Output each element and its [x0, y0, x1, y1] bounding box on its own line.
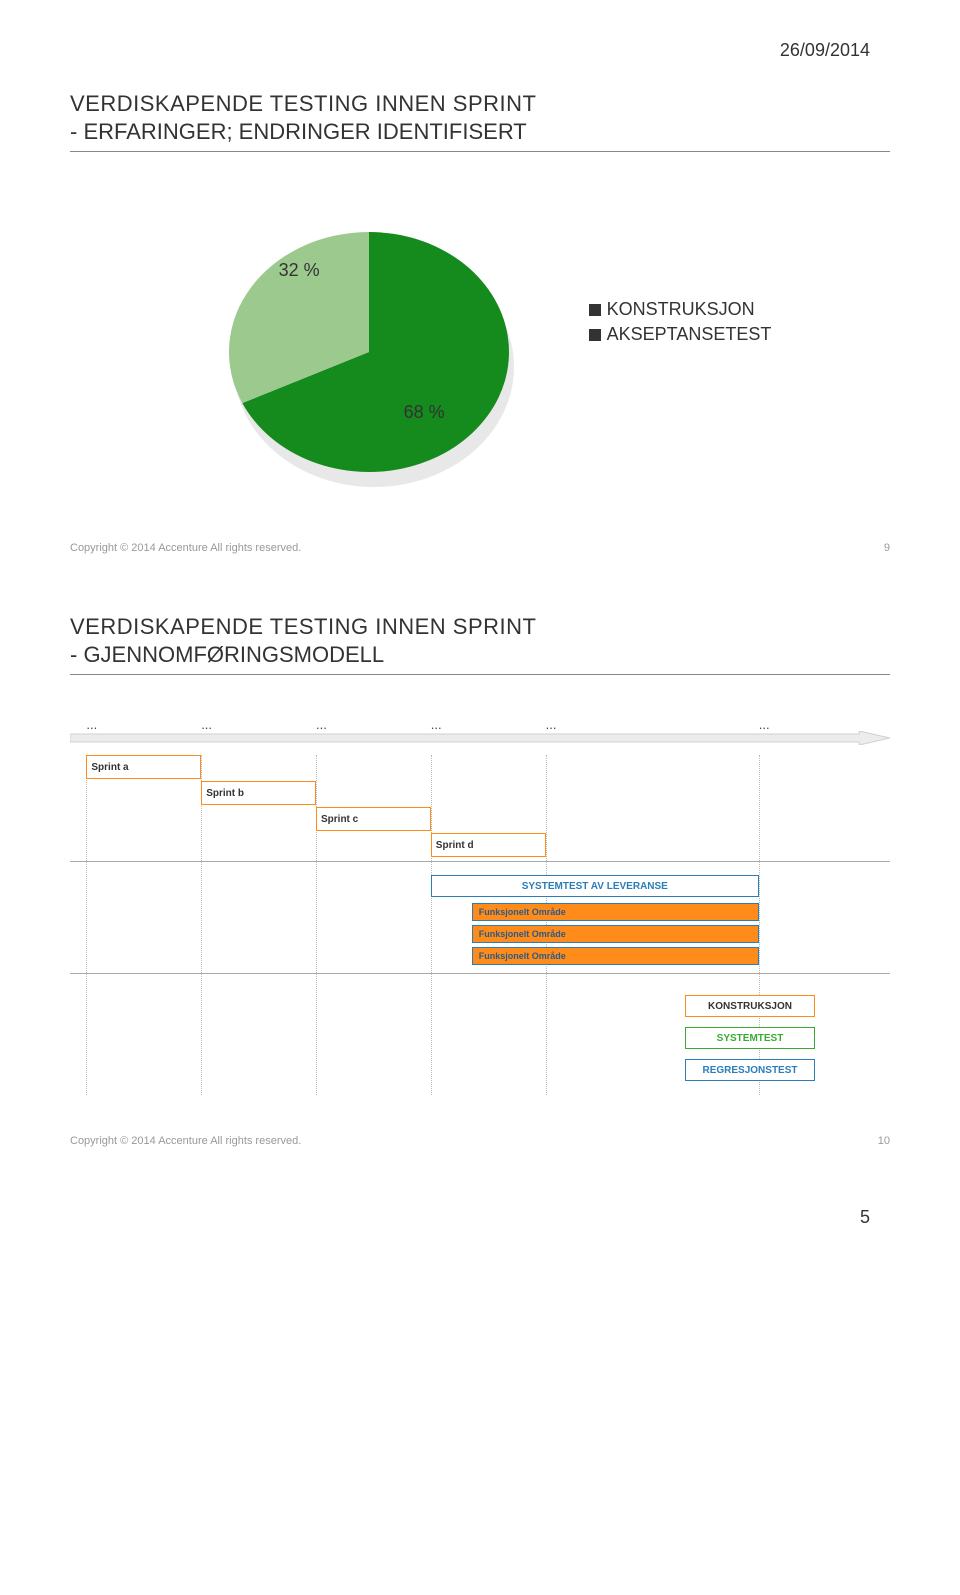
- title-underline: [70, 151, 890, 152]
- funksjonelt-box: Funksjonelt Område: [472, 903, 759, 921]
- sprint-box: Sprint a: [86, 755, 201, 779]
- timeline-marker: ...: [546, 717, 557, 732]
- timeline-marker: ...: [759, 717, 770, 732]
- pie-chart: 32 % 68 %: [189, 192, 529, 492]
- legend-label: KONSTRUKSJON: [607, 299, 755, 320]
- sprint-box: Sprint b: [201, 781, 316, 805]
- slide2-subtitle: - GJENNOMFØRINGSMODELL: [70, 642, 890, 668]
- slide-number: 10: [878, 1135, 890, 1147]
- systemtest-box: SYSTEMTEST AV LEVERANSE: [431, 875, 759, 897]
- timeline-arrow-icon: [70, 731, 890, 745]
- slide2-footer: Copyright © 2014 Accenture All rights re…: [70, 1135, 890, 1147]
- pie-svg: [189, 192, 529, 492]
- slide-number: 9: [884, 542, 890, 554]
- date-header: 26/09/2014: [70, 40, 890, 61]
- legend-label: AKSEPTANSETEST: [607, 324, 772, 345]
- legend-item-konstruksjon: KONSTRUKSJON: [589, 299, 772, 320]
- page-number: 5: [70, 1207, 890, 1228]
- slide2-title: VERDISKAPENDE TESTING INNEN SPRINT: [70, 614, 890, 640]
- gantt-chart: .................. Sprint aSprint bSprin…: [70, 715, 890, 1095]
- legend-marker: [589, 304, 601, 316]
- legend-item-akseptansetest: AKSEPTANSETEST: [589, 324, 772, 345]
- sprint-box: Sprint d: [431, 833, 546, 857]
- funksjonelt-box: Funksjonelt Område: [472, 925, 759, 943]
- copyright-text: Copyright © 2014 Accenture All rights re…: [70, 1135, 301, 1147]
- pie-label-32: 32 %: [279, 260, 320, 281]
- timeline-marker: ...: [431, 717, 442, 732]
- gantt-gridline: [86, 755, 87, 1095]
- pie-legend: KONSTRUKSJON AKSEPTANSETEST: [589, 299, 772, 345]
- gantt-gridline: [431, 755, 432, 1095]
- legend-marker: [589, 329, 601, 341]
- title-underline: [70, 674, 890, 675]
- gantt-legend-key: REGRESJONSTEST: [685, 1059, 815, 1081]
- slide1-title: VERDISKAPENDE TESTING INNEN SPRINT: [70, 91, 890, 117]
- slide1-subtitle: - ERFARINGER; ENDRINGER IDENTIFISERT: [70, 119, 890, 145]
- gantt-legend-key: KONSTRUKSJON: [685, 995, 815, 1017]
- gantt-hr: [70, 861, 890, 862]
- pie-label-68: 68 %: [404, 402, 445, 423]
- gantt-hr: [70, 973, 890, 974]
- funksjonelt-box: Funksjonelt Område: [472, 947, 759, 965]
- copyright-text: Copyright © 2014 Accenture All rights re…: [70, 542, 301, 554]
- sprint-box: Sprint c: [316, 807, 431, 831]
- slide-2: VERDISKAPENDE TESTING INNEN SPRINT - GJE…: [70, 614, 890, 1147]
- page: 26/09/2014 VERDISKAPENDE TESTING INNEN S…: [0, 0, 960, 1258]
- timeline-marker: ...: [316, 717, 327, 732]
- gantt-gridline: [201, 755, 202, 1095]
- slide-1: VERDISKAPENDE TESTING INNEN SPRINT - ERF…: [70, 91, 890, 554]
- gantt-legend-key: SYSTEMTEST: [685, 1027, 815, 1049]
- slide1-footer: Copyright © 2014 Accenture All rights re…: [70, 542, 890, 554]
- gantt-timeline: ..................: [70, 715, 890, 755]
- gantt-rows: Sprint aSprint bSprint cSprint d SYSTEMTE…: [70, 755, 890, 1095]
- timeline-marker: ...: [201, 717, 212, 732]
- timeline-marker: ...: [86, 717, 97, 732]
- gantt-gridline: [316, 755, 317, 1095]
- pie-chart-area: 32 % 68 % KONSTRUKSJON AKSEPTANSETEST: [70, 192, 890, 492]
